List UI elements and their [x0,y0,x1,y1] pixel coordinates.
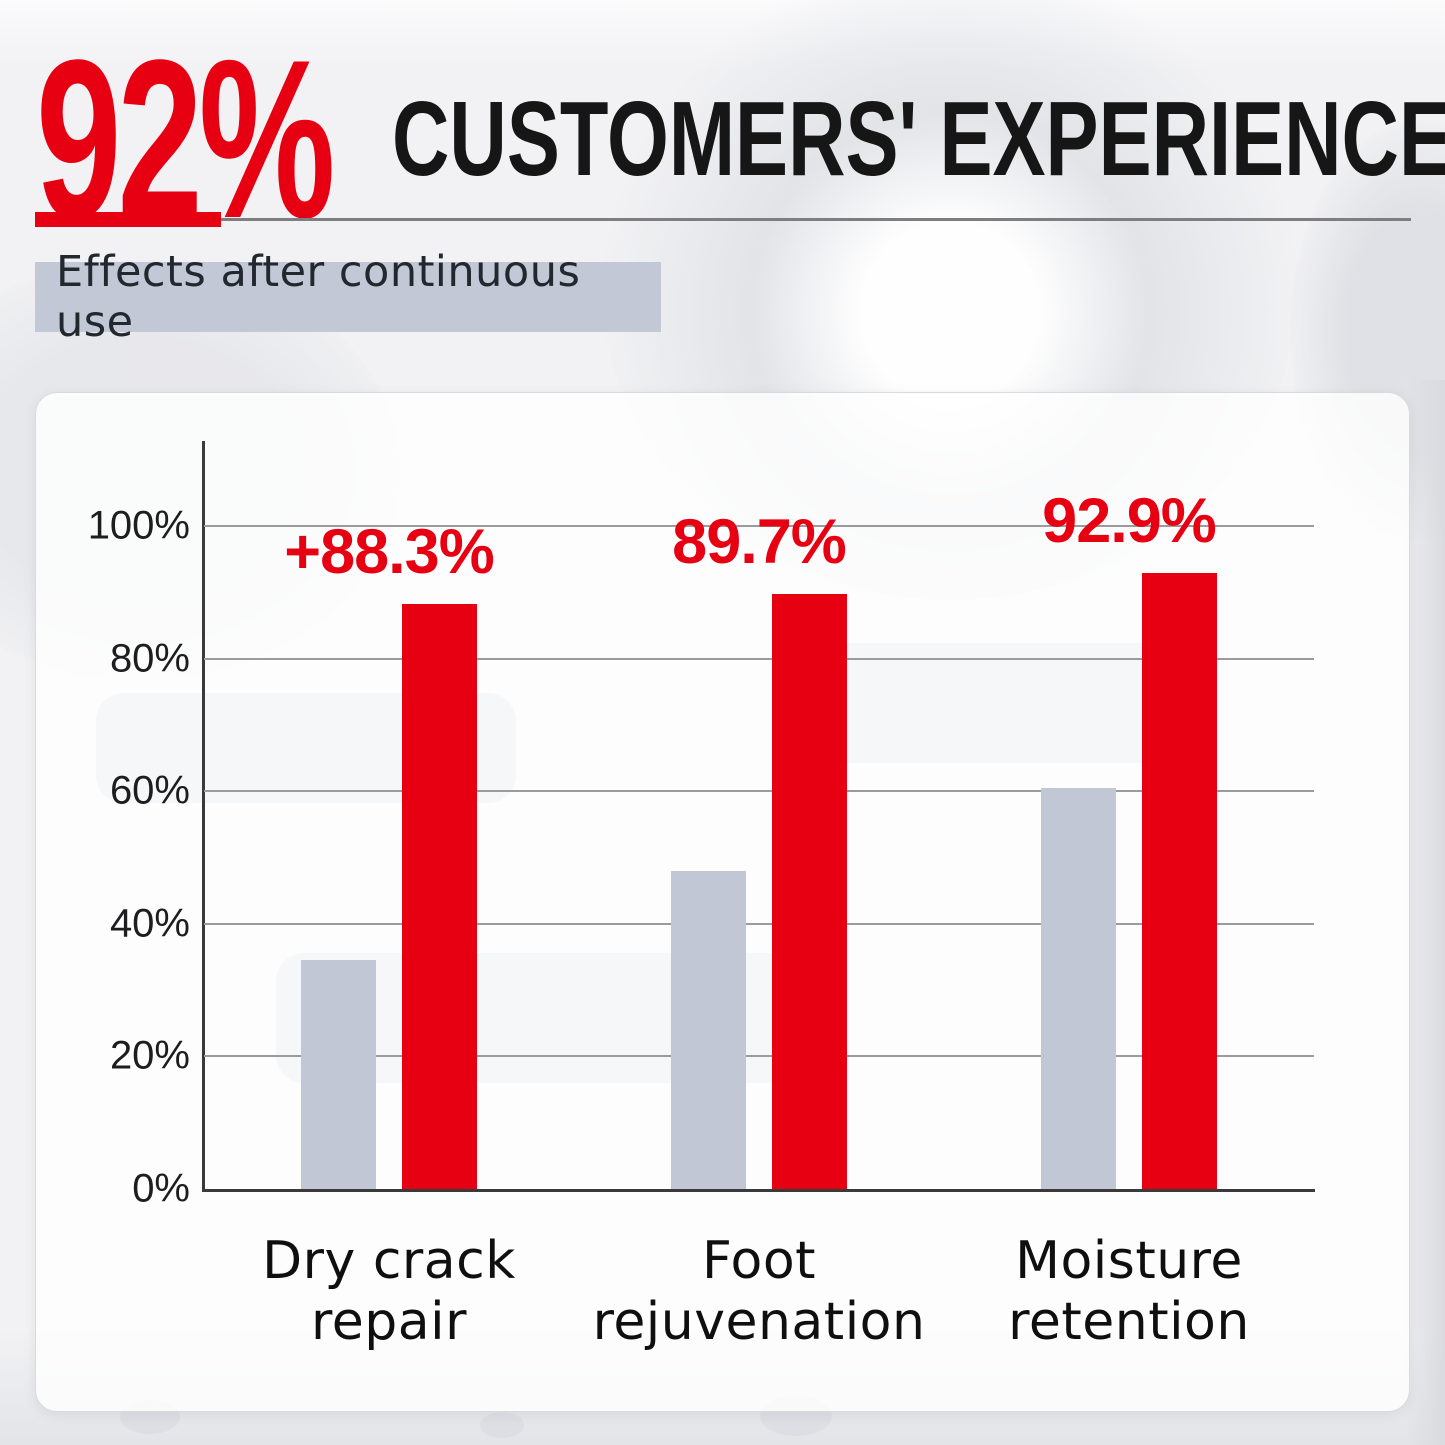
bar-before-use [671,870,746,1189]
gridline-40 [204,922,1314,925]
y-tick-label-100: 100% [87,503,190,548]
subtitle-banner: Effects after continuous use [35,247,661,347]
category-label: Moisture retention [1008,1231,1250,1353]
bar-value-label: +88.3% [284,516,494,587]
chart-card: 0% 20% 40% 60% 80% 100% +88.3% 89.7% 92.9% Dry c… [35,392,1410,1412]
bar-group-2: 89.7% [574,441,944,1189]
bar-value-label: 92.9% [1042,486,1217,557]
x-axis-line [202,1189,1315,1192]
gridline-80 [204,657,1314,660]
y-axis-line [202,441,205,1189]
bar-before-use [301,960,376,1189]
bar-group-1: +88.3% [204,441,574,1189]
category-axis-labels: Dry crack repair Foot rejuvenation Moistur… [204,1231,1314,1354]
bar-after-use [772,594,847,1189]
headline-title: CUSTOMERS' EXPERIENCE [392,80,1445,198]
bar-before-use [1041,787,1116,1189]
y-tick-label-20: 20% [109,1033,190,1078]
y-tick-label-60: 60% [109,768,190,813]
subtitle-banner-label: Effects after continuous use [56,247,581,347]
y-tick-label-40: 40% [109,901,190,946]
y-tick-label-0: 0% [132,1166,190,1211]
plot-area: 0% 20% 40% 60% 80% 100% +88.3% 89.7% 92.9% [88,441,1315,1211]
headline-underline-rule [221,218,1411,221]
category-label: Foot rejuvenation [592,1231,926,1353]
y-tick-label-80: 80% [109,636,190,681]
bar-after-use [1142,573,1217,1189]
gridline-20 [204,1055,1314,1058]
bar-group-3: 92.9% [944,441,1314,1189]
gridline-100 [204,525,1314,527]
category-label: Dry crack repair [262,1231,516,1353]
bar-value-label: 89.7% [672,507,847,578]
bar-after-use [402,603,477,1189]
background-right-shade [1404,380,1445,1445]
gridline-60 [204,790,1314,793]
headline-underline-accent [35,212,221,227]
droplet-shape [480,1412,524,1438]
